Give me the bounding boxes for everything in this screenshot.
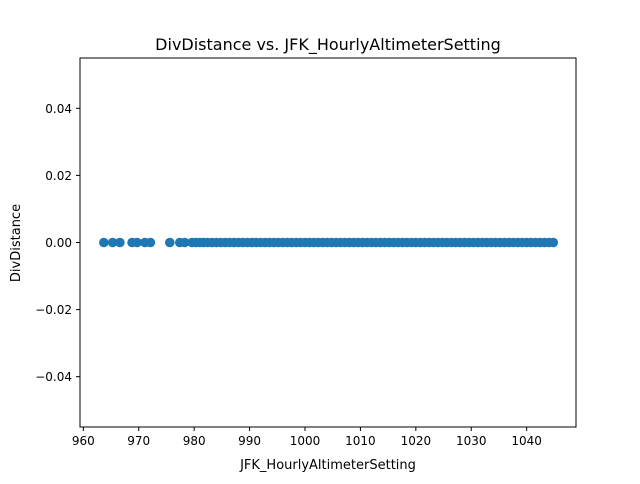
data-point: [179, 237, 190, 248]
data-point: [107, 237, 118, 248]
data-point: [145, 237, 156, 248]
data-point: [99, 237, 109, 248]
data-point: [548, 237, 559, 248]
x-tick-label: 970: [127, 434, 150, 448]
data-point: [164, 237, 175, 248]
data-point: [132, 237, 142, 248]
x-axis: 960 970 980 990 1000 1010 1020 1030 1040: [72, 427, 542, 448]
y-tick-label: 0.02: [45, 169, 72, 183]
x-tick-label: 1000: [290, 434, 321, 448]
y-tick-label: −0.04: [35, 370, 72, 384]
y-axis-label: DivDistance: [9, 204, 24, 282]
x-tick-label: 1030: [456, 434, 487, 448]
chart-title: DivDistance vs. JFK_HourlyAltimeterSetti…: [155, 35, 501, 55]
data-point: [115, 237, 125, 248]
y-tick-label: 0.04: [45, 102, 72, 116]
x-tick-label: 960: [72, 434, 95, 448]
y-tick-label: 0.00: [45, 236, 72, 250]
y-tick-label: −0.02: [35, 303, 72, 317]
x-tick-label: 990: [238, 434, 261, 448]
x-tick-label: 1010: [345, 434, 376, 448]
x-tick-label: 980: [183, 434, 206, 448]
x-tick-label: 1020: [401, 434, 432, 448]
points-layer: [99, 237, 559, 248]
x-tick-label: 1040: [511, 434, 542, 448]
x-axis-label: JFK_HourlyAltimeterSetting: [239, 458, 416, 473]
y-axis: −0.04 −0.02 0.00 0.02 0.04: [35, 102, 80, 384]
